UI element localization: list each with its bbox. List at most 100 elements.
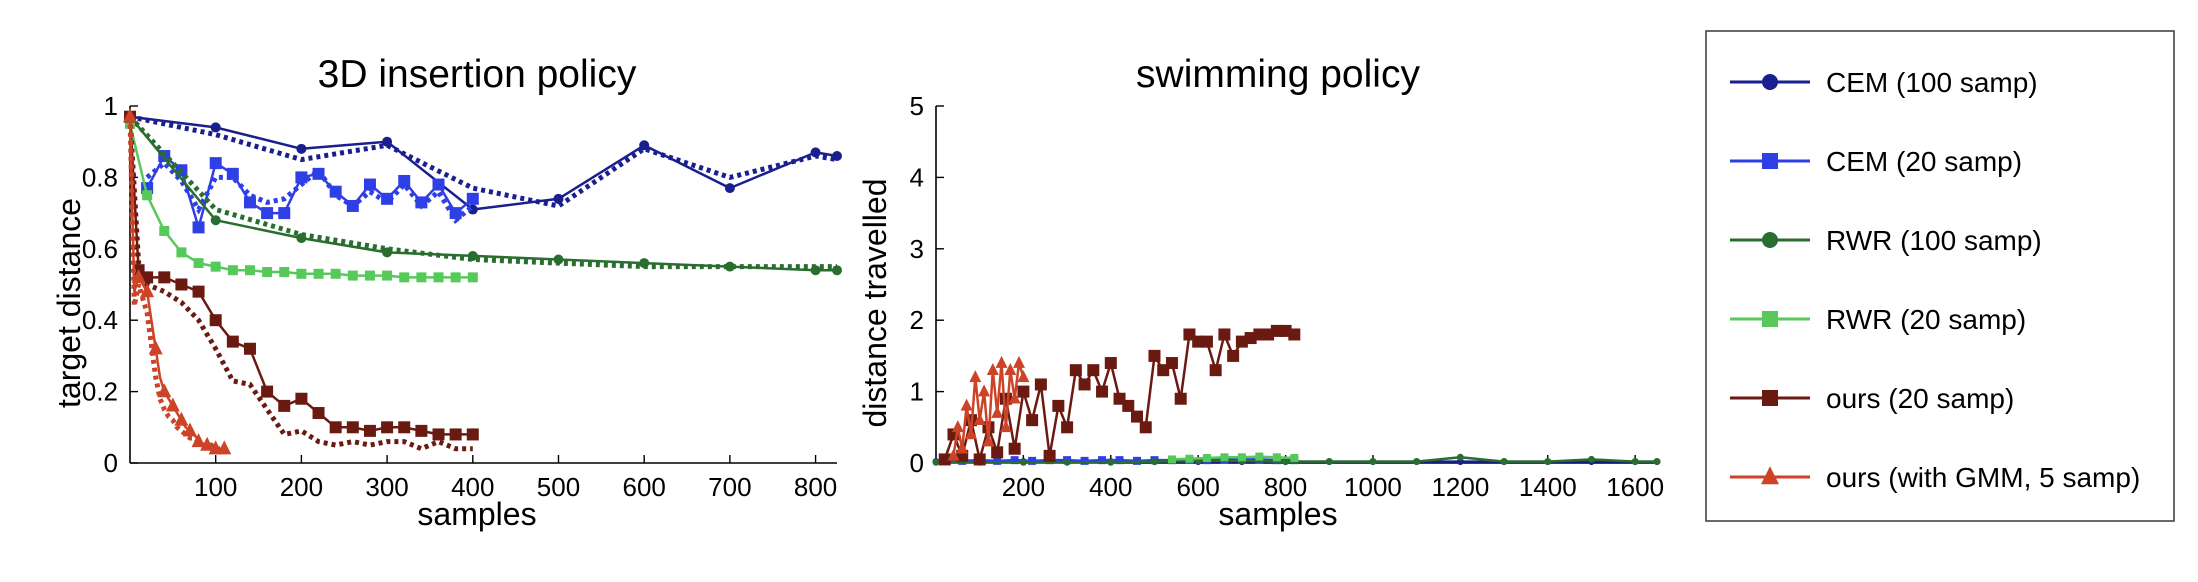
data-point	[278, 207, 291, 220]
legend-marker	[1762, 311, 1778, 327]
data-point	[432, 178, 445, 191]
data-point	[398, 421, 411, 434]
legend-item: ours (with GMM, 5 samp)	[1730, 462, 2140, 493]
data-point	[226, 335, 239, 348]
series-dotted-line	[127, 116, 225, 452]
data-point	[140, 283, 155, 298]
data-point	[951, 420, 964, 433]
data-point	[175, 278, 188, 291]
data-point	[381, 192, 394, 205]
data-point	[295, 171, 308, 184]
data-point	[832, 265, 842, 276]
data-point	[1122, 399, 1135, 412]
data-point	[973, 412, 986, 425]
data-point	[329, 421, 342, 434]
data-point	[1017, 385, 1030, 398]
legend-marker	[1762, 390, 1778, 406]
data-point	[433, 272, 444, 283]
data-point	[639, 258, 650, 269]
legend-marker	[1761, 466, 1779, 485]
data-point	[295, 392, 308, 405]
data-point	[1272, 453, 1281, 462]
data-point	[810, 147, 821, 158]
data-point	[956, 441, 969, 454]
data-point	[158, 271, 171, 284]
data-point	[243, 196, 256, 209]
data-point	[382, 136, 393, 147]
data-point	[210, 122, 221, 133]
data-point	[226, 167, 239, 180]
data-point	[261, 385, 274, 398]
y-tick-label: 0.4	[82, 305, 118, 335]
data-point	[217, 440, 232, 455]
legend-item: ours (20 samp)	[1730, 383, 2014, 414]
chart-swimming-policy: swimming policy samples distance travell…	[857, 53, 1664, 532]
data-point	[346, 421, 359, 434]
x-tick-label: 100	[194, 472, 237, 502]
x-tick-label: 1400	[1519, 472, 1577, 502]
data-point	[1017, 370, 1030, 383]
data-point	[1255, 452, 1264, 461]
data-point	[1078, 378, 1091, 391]
y-tick-label: 2	[910, 305, 924, 335]
x-tick-label: 400	[1089, 472, 1132, 502]
data-point	[1200, 335, 1213, 348]
legend-label: CEM (20 samp)	[1826, 146, 2022, 177]
data-point	[244, 265, 255, 276]
data-point	[1631, 458, 1639, 466]
data-point	[363, 424, 376, 437]
data-point	[399, 272, 410, 283]
data-point	[296, 143, 307, 154]
data-point	[382, 270, 393, 281]
x-tick-label: 400	[451, 472, 494, 502]
data-point	[986, 362, 999, 375]
data-point	[1325, 458, 1333, 466]
legend-item: RWR (100 samp)	[1730, 225, 2042, 256]
legend-item: CEM (100 samp)	[1730, 67, 2038, 98]
data-point	[947, 448, 960, 461]
data-point	[363, 178, 376, 191]
data-point	[973, 453, 986, 466]
data-point	[999, 420, 1012, 433]
data-point	[1080, 456, 1089, 465]
chart-title: 3D insertion policy	[318, 53, 637, 96]
data-point	[193, 258, 204, 269]
series-dotted-line	[129, 114, 838, 209]
data-point	[209, 314, 222, 327]
data-point	[1010, 456, 1019, 465]
data-point	[724, 261, 735, 272]
data-point	[932, 458, 940, 466]
data-point	[176, 247, 187, 258]
legend-label: RWR (100 samp)	[1826, 225, 2042, 256]
data-point	[330, 268, 341, 279]
x-tick-label: 600	[622, 472, 665, 502]
series-line	[129, 115, 838, 211]
data-point	[1052, 399, 1065, 412]
data-point	[346, 199, 359, 212]
series-ours20	[124, 110, 479, 452]
data-point	[1165, 357, 1178, 370]
data-point	[279, 267, 290, 278]
legend-marker	[1762, 232, 1778, 248]
data-point	[142, 190, 153, 201]
data-point	[724, 183, 735, 194]
series-rwr20	[1167, 452, 1299, 464]
data-point	[1282, 458, 1290, 466]
data-point	[1456, 453, 1464, 461]
data-point	[1290, 454, 1299, 463]
data-point	[1026, 414, 1039, 427]
data-point	[1202, 454, 1211, 463]
data-point	[382, 247, 393, 258]
data-point	[964, 427, 977, 440]
legend-box	[1705, 30, 2175, 522]
data-point	[1061, 421, 1074, 434]
data-point	[1544, 458, 1552, 466]
data-point	[278, 399, 291, 412]
series-oursgmm	[123, 108, 232, 455]
data-point	[1167, 455, 1176, 464]
data-point	[466, 192, 479, 205]
data-point	[810, 265, 821, 276]
legend-label: ours (20 samp)	[1826, 383, 2014, 414]
data-point	[432, 428, 445, 441]
data-point	[1413, 458, 1421, 466]
